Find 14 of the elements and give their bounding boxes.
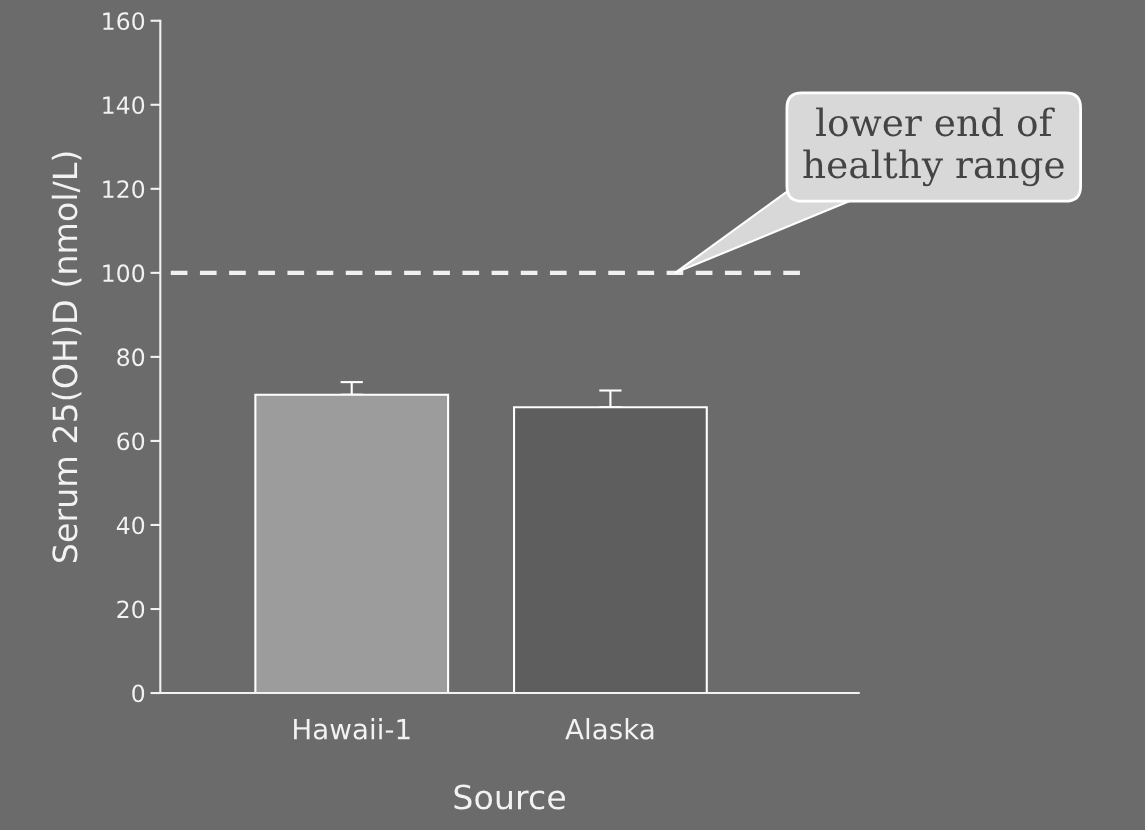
ref-line-label: lower end of healthy range xyxy=(803,107,1064,187)
y-tick-label: 120 xyxy=(103,180,145,199)
y-tick-label: 160 xyxy=(103,12,145,31)
x-tick-label: Alaska xyxy=(565,718,654,740)
y-tick-label: 140 xyxy=(103,96,145,115)
y-tick-label: 100 xyxy=(103,264,145,283)
y-tick-label: 60 xyxy=(117,432,145,451)
x-tick-label: Hawaii-1 xyxy=(294,718,410,740)
y-tick-label: 80 xyxy=(117,348,145,367)
y-tick-label: 40 xyxy=(116,516,145,535)
x-axis-title: Source xyxy=(454,784,565,810)
y-tick-label: 20 xyxy=(117,600,145,619)
y-tick-label: 0 xyxy=(132,684,145,703)
y-axis-title: Serum 25(OH)D (nmol/L) xyxy=(51,152,82,563)
